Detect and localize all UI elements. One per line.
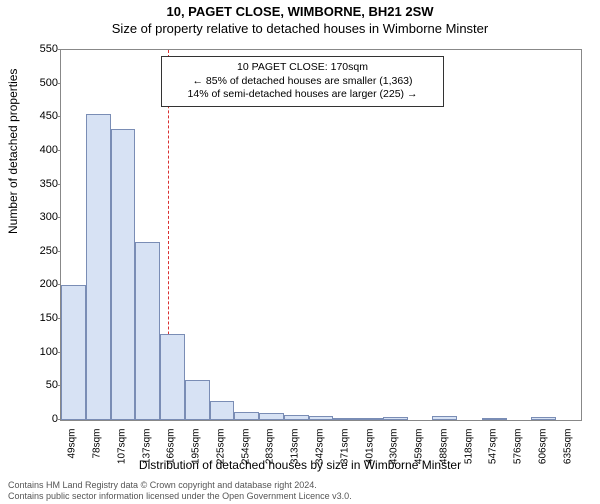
y-tick-label: 450	[18, 110, 58, 122]
y-tick-mark	[56, 83, 60, 84]
footer-attribution: Contains HM Land Registry data © Crown c…	[8, 480, 352, 502]
y-tick-mark	[56, 251, 60, 252]
x-tick-label: 225sqm	[215, 429, 226, 469]
x-tick-label: 635sqm	[562, 429, 573, 469]
x-tick-label: 430sqm	[389, 429, 400, 469]
title-subtitle: Size of property relative to detached ho…	[0, 21, 600, 36]
histogram-bar	[111, 129, 136, 420]
footer-line1: Contains HM Land Registry data © Crown c…	[8, 480, 352, 491]
x-tick-label: 49sqm	[67, 429, 78, 469]
x-tick-label: 254sqm	[240, 429, 251, 469]
info-line1: 10 PAGET CLOSE: 170sqm	[170, 61, 435, 75]
chart-header: 10, PAGET CLOSE, WIMBORNE, BH21 2SW Size…	[0, 4, 600, 36]
histogram-bar	[284, 415, 309, 420]
x-tick-label: 283sqm	[265, 429, 276, 469]
histogram-bar	[234, 412, 259, 420]
histogram-bar	[432, 416, 457, 420]
x-tick-label: 606sqm	[537, 429, 548, 469]
y-tick-label: 150	[18, 312, 58, 324]
x-tick-label: 459sqm	[414, 429, 425, 469]
y-tick-mark	[56, 150, 60, 151]
x-tick-label: 195sqm	[191, 429, 202, 469]
y-tick-label: 500	[18, 77, 58, 89]
histogram-bar	[358, 418, 383, 420]
histogram-bar	[160, 334, 185, 420]
info-line3: 14% of semi-detached houses are larger (…	[170, 88, 435, 102]
x-tick-label: 371sqm	[339, 429, 350, 469]
x-tick-label: 518sqm	[463, 429, 474, 469]
histogram-plot: 10 PAGET CLOSE: 170sqm ← 85% of detached…	[60, 49, 582, 421]
info-line2: ← 85% of detached houses are smaller (1,…	[170, 75, 435, 89]
histogram-bar	[383, 417, 408, 420]
x-tick-label: 107sqm	[116, 429, 127, 469]
x-tick-label: 401sqm	[364, 429, 375, 469]
y-tick-mark	[56, 184, 60, 185]
x-tick-label: 78sqm	[92, 429, 103, 469]
x-tick-label: 576sqm	[513, 429, 524, 469]
histogram-bar	[135, 242, 160, 420]
title-address: 10, PAGET CLOSE, WIMBORNE, BH21 2SW	[0, 4, 600, 19]
histogram-bar	[210, 401, 235, 420]
y-tick-label: 250	[18, 245, 58, 257]
histogram-bar	[333, 418, 358, 420]
y-tick-mark	[56, 419, 60, 420]
y-tick-mark	[56, 284, 60, 285]
x-tick-label: 488sqm	[438, 429, 449, 469]
y-tick-mark	[56, 385, 60, 386]
histogram-bar	[185, 380, 210, 420]
x-tick-label: 313sqm	[290, 429, 301, 469]
y-tick-label: 50	[18, 379, 58, 391]
x-tick-label: 547sqm	[488, 429, 499, 469]
y-tick-mark	[56, 217, 60, 218]
y-tick-label: 550	[18, 43, 58, 55]
y-tick-label: 300	[18, 211, 58, 223]
x-tick-label: 166sqm	[166, 429, 177, 469]
y-tick-mark	[56, 49, 60, 50]
histogram-bar	[86, 114, 111, 420]
y-tick-label: 350	[18, 178, 58, 190]
histogram-bar	[61, 285, 86, 420]
footer-line2: Contains public sector information licen…	[8, 491, 352, 502]
y-tick-mark	[56, 352, 60, 353]
y-tick-label: 100	[18, 346, 58, 358]
histogram-bar	[259, 413, 284, 420]
y-tick-mark	[56, 318, 60, 319]
y-tick-label: 200	[18, 278, 58, 290]
x-tick-label: 342sqm	[315, 429, 326, 469]
histogram-bar	[482, 418, 507, 420]
histogram-bar	[309, 416, 334, 420]
x-tick-label: 137sqm	[141, 429, 152, 469]
info-box: 10 PAGET CLOSE: 170sqm ← 85% of detached…	[161, 56, 444, 107]
y-tick-mark	[56, 116, 60, 117]
y-tick-label: 400	[18, 144, 58, 156]
histogram-bar	[531, 417, 556, 420]
y-tick-label: 0	[18, 413, 58, 425]
